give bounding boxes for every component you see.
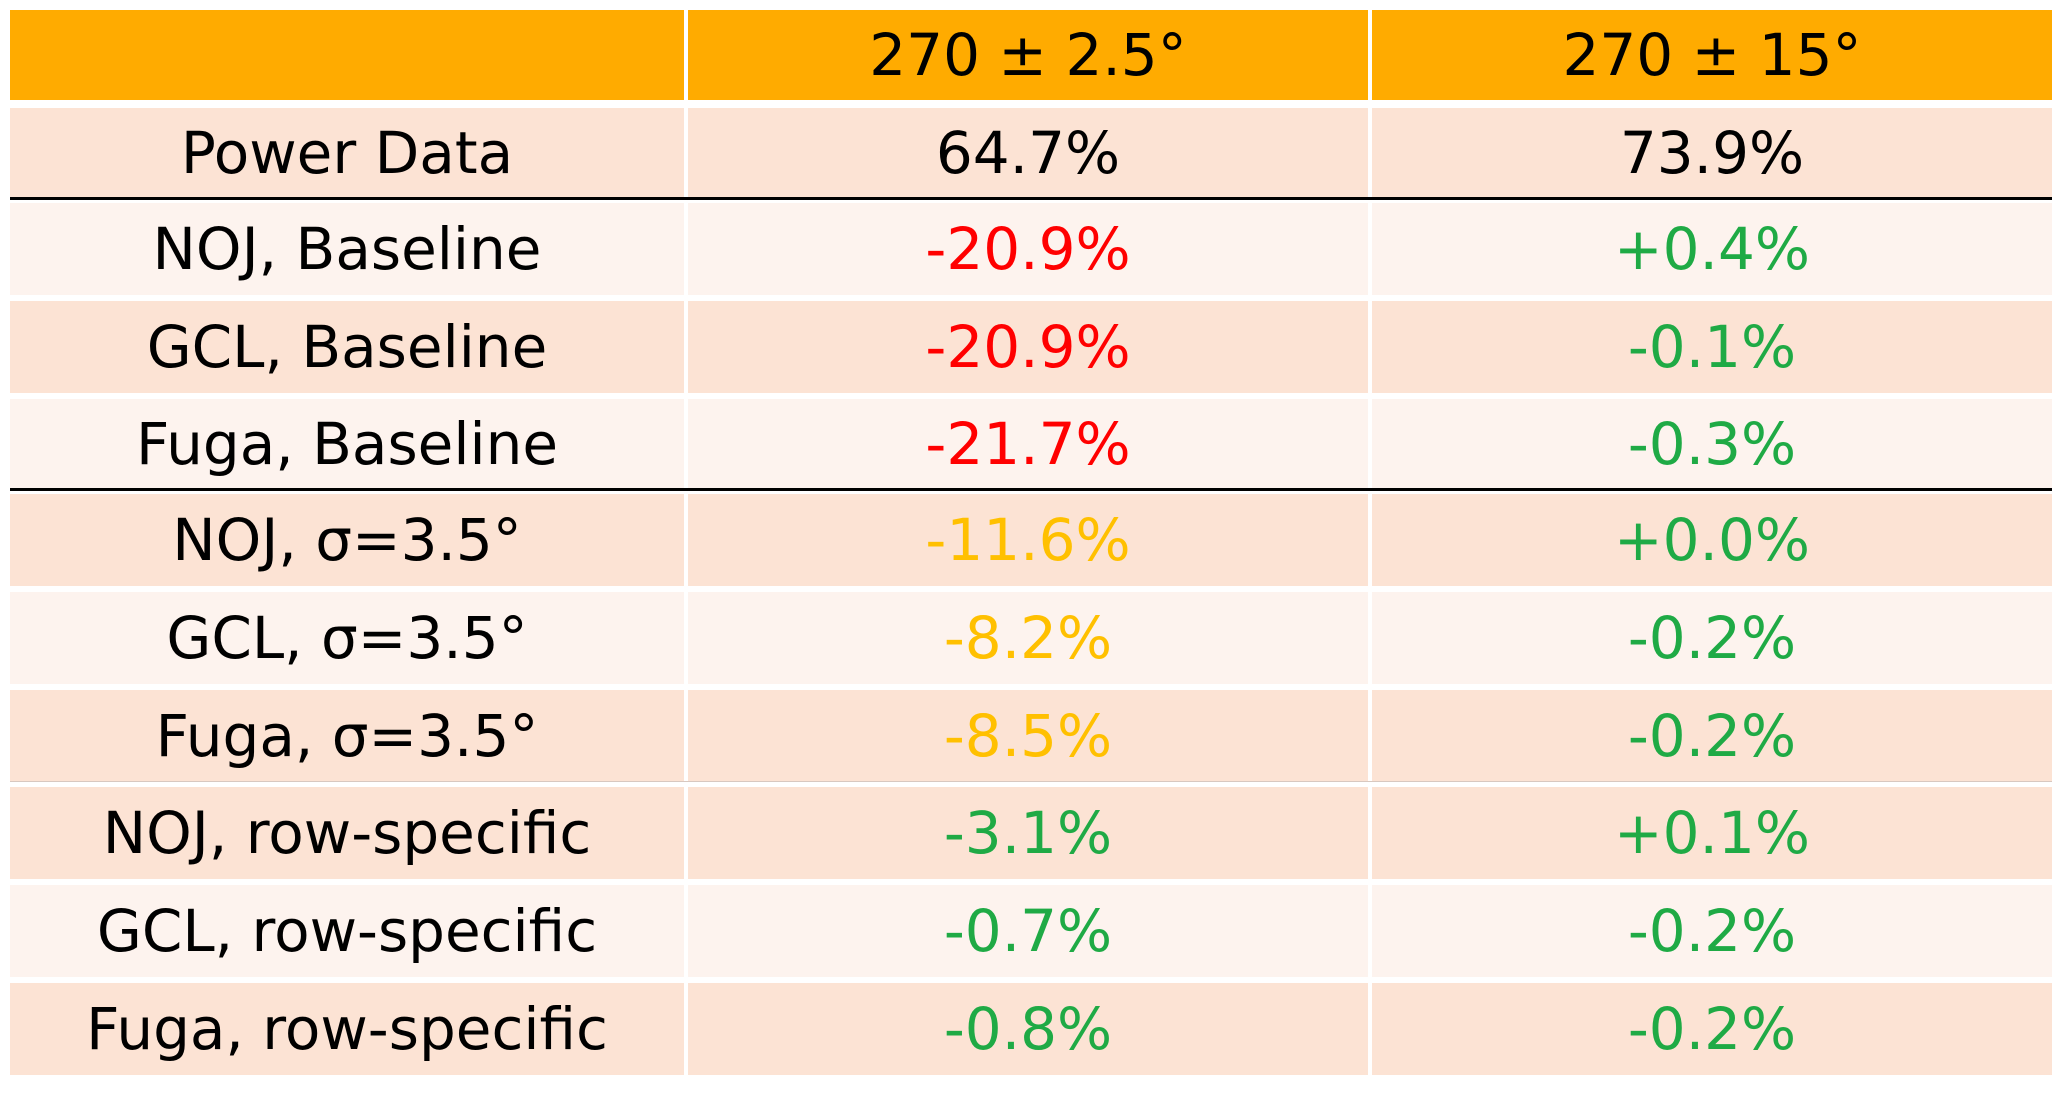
value-cell: -11.6% [688, 494, 1368, 586]
value-cell: +0.0% [1372, 494, 2052, 586]
value-cell: -0.2% [1372, 690, 2052, 781]
value-cell: -0.2% [1372, 592, 2052, 684]
value-cell: -20.9% [688, 203, 1368, 295]
value-cell: -0.2% [1372, 885, 2052, 977]
row-label: NOJ, Baseline [10, 203, 684, 295]
header-row: 270 ± 2.5° 270 ± 15° [10, 10, 2052, 102]
row-label: GCL, σ=3.5° [10, 592, 684, 684]
table-row: NOJ, Baseline -20.9% +0.4% [10, 203, 2052, 295]
header-cell-empty [10, 10, 684, 100]
results-table: 270 ± 2.5° 270 ± 15° Power Data 64.7% 73… [10, 10, 2052, 1075]
value-cell: -21.7% [688, 399, 1368, 488]
row-label: GCL, Baseline [10, 301, 684, 393]
table-row: NOJ, row-specific -3.1% +0.1% [10, 787, 2052, 879]
value-cell: -20.9% [688, 301, 1368, 393]
value-cell: -0.8% [688, 983, 1368, 1075]
value-cell: 73.9% [1372, 108, 2052, 197]
value-cell: 64.7% [688, 108, 1368, 197]
value-cell: -0.3% [1372, 399, 2052, 488]
table-row: GCL, row-specific -0.7% -0.2% [10, 885, 2052, 977]
value-cell: -0.7% [688, 885, 1368, 977]
row-label: Fuga, Baseline [10, 399, 684, 488]
table-row: Fuga, Baseline -21.7% -0.3% [10, 399, 2052, 491]
table-row: Fuga, σ=3.5° -8.5% -0.2% [10, 690, 2052, 782]
table-row: GCL, Baseline -20.9% -0.1% [10, 301, 2052, 393]
table-row: Fuga, row-specific -0.8% -0.2% [10, 983, 2052, 1075]
value-cell: +0.4% [1372, 203, 2052, 295]
table-row: NOJ, σ=3.5° -11.6% +0.0% [10, 494, 2052, 586]
row-label: Power Data [10, 108, 684, 197]
row-label: NOJ, row-specific [10, 787, 684, 879]
value-cell: -3.1% [688, 787, 1368, 879]
header-cell-wide-sector: 270 ± 15° [1372, 10, 2052, 100]
value-cell: -0.1% [1372, 301, 2052, 393]
row-label: GCL, row-specific [10, 885, 684, 977]
value-cell: -0.2% [1372, 983, 2052, 1075]
table-row: GCL, σ=3.5° -8.2% -0.2% [10, 592, 2052, 684]
value-cell: -8.2% [688, 592, 1368, 684]
value-cell: -8.5% [688, 690, 1368, 781]
value-cell: +0.1% [1372, 787, 2052, 879]
row-label: NOJ, σ=3.5° [10, 494, 684, 586]
table-row: Power Data 64.7% 73.9% [10, 108, 2052, 200]
row-label: Fuga, row-specific [10, 983, 684, 1075]
header-cell-narrow-sector: 270 ± 2.5° [688, 10, 1368, 100]
row-label: Fuga, σ=3.5° [10, 690, 684, 781]
